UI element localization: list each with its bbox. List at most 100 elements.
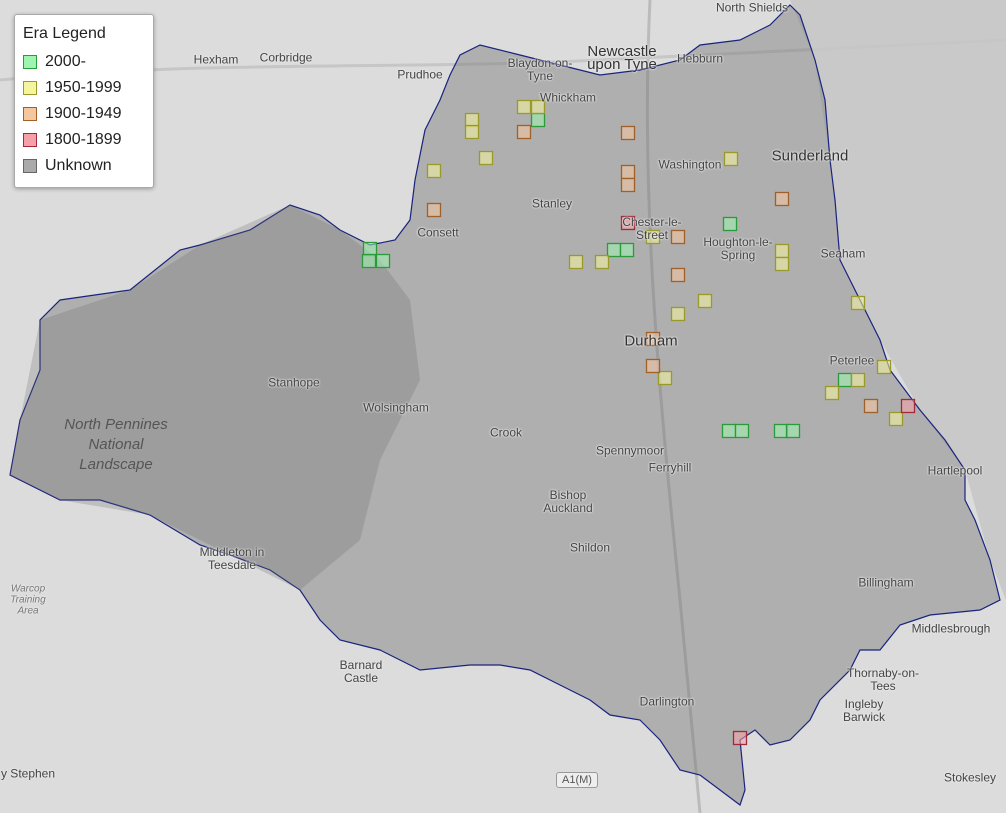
place-label: Hartlepool bbox=[927, 463, 983, 478]
building-marker[interactable] bbox=[850, 372, 866, 388]
legend-item: Unknown bbox=[23, 153, 145, 179]
building-marker[interactable] bbox=[645, 229, 661, 245]
building-marker[interactable] bbox=[645, 358, 661, 374]
place-label: y Stephen bbox=[0, 766, 56, 781]
building-marker[interactable] bbox=[516, 99, 532, 115]
legend-label: 1950-1999 bbox=[45, 79, 122, 96]
legend-swatch bbox=[23, 107, 37, 121]
building-marker[interactable] bbox=[837, 372, 853, 388]
building-marker[interactable] bbox=[645, 331, 661, 347]
building-marker[interactable] bbox=[876, 359, 892, 375]
place-label: Middlesbrough bbox=[911, 621, 991, 636]
building-marker[interactable] bbox=[722, 216, 738, 232]
building-marker[interactable] bbox=[568, 254, 584, 270]
building-marker[interactable] bbox=[619, 242, 635, 258]
legend-swatch bbox=[23, 159, 37, 173]
legend-item: 1950-1999 bbox=[23, 75, 145, 101]
building-marker[interactable] bbox=[850, 295, 866, 311]
building-marker[interactable] bbox=[594, 254, 610, 270]
place-label: Newcastle upon Tyne bbox=[587, 43, 657, 73]
building-marker[interactable] bbox=[620, 125, 636, 141]
building-marker[interactable] bbox=[697, 293, 713, 309]
building-marker[interactable] bbox=[464, 112, 480, 128]
building-marker[interactable] bbox=[863, 398, 879, 414]
road bbox=[645, 0, 702, 813]
place-label: Wolsingham bbox=[363, 400, 429, 415]
place-label: Shildon bbox=[569, 540, 611, 555]
building-marker[interactable] bbox=[362, 241, 378, 257]
road-shield-a1m: A1(M) bbox=[556, 772, 598, 788]
building-marker[interactable] bbox=[657, 370, 673, 386]
legend-label: 1800-1899 bbox=[45, 131, 122, 148]
building-marker[interactable] bbox=[732, 730, 748, 746]
legend-label: Unknown bbox=[45, 157, 112, 174]
legend-swatch bbox=[23, 81, 37, 95]
building-marker[interactable] bbox=[478, 150, 494, 166]
place-label: Durham bbox=[624, 332, 678, 350]
place-label: Ingleby Barwick bbox=[842, 697, 885, 724]
place-label: Barnard Castle bbox=[339, 658, 383, 685]
building-marker[interactable] bbox=[620, 177, 636, 193]
legend-title: Era Legend bbox=[23, 25, 106, 42]
place-label: Hexham bbox=[193, 52, 239, 67]
building-marker[interactable] bbox=[774, 191, 790, 207]
place-label: Crook bbox=[489, 425, 523, 440]
building-marker[interactable] bbox=[606, 242, 622, 258]
place-label: Stanley bbox=[531, 196, 573, 211]
legend-swatch bbox=[23, 133, 37, 147]
building-marker[interactable] bbox=[620, 164, 636, 180]
building-marker[interactable] bbox=[516, 124, 532, 140]
county-durham-region[interactable] bbox=[9, 4, 1001, 806]
building-marker[interactable] bbox=[670, 267, 686, 283]
place-label: Sunderland bbox=[771, 147, 849, 165]
building-marker[interactable] bbox=[361, 253, 377, 269]
place-label: Stanhope bbox=[268, 375, 320, 390]
place-label: Stokesley bbox=[943, 770, 997, 785]
building-marker[interactable] bbox=[464, 124, 480, 140]
place-label: Warcop Training Area bbox=[10, 583, 46, 617]
building-marker[interactable] bbox=[773, 423, 789, 439]
building-marker[interactable] bbox=[734, 423, 750, 439]
place-label: Middleton in Teesdale bbox=[199, 545, 265, 572]
legend-item: 2000- bbox=[23, 49, 145, 75]
legend-label: 2000- bbox=[45, 53, 86, 70]
building-marker[interactable] bbox=[530, 99, 546, 115]
legend-item: 1800-1899 bbox=[23, 127, 145, 153]
building-marker[interactable] bbox=[620, 215, 636, 231]
place-label: Prudhoe bbox=[397, 67, 443, 82]
place-label: Hebburn bbox=[676, 51, 724, 66]
building-marker[interactable] bbox=[774, 256, 790, 272]
building-marker[interactable] bbox=[426, 163, 442, 179]
building-marker[interactable] bbox=[670, 306, 686, 322]
place-label: Washington bbox=[658, 157, 722, 172]
legend-item: 1900-1949 bbox=[23, 101, 145, 127]
place-label: Whickham bbox=[539, 90, 597, 105]
building-marker[interactable] bbox=[670, 229, 686, 245]
building-marker[interactable] bbox=[721, 423, 737, 439]
place-label: Corbridge bbox=[259, 50, 313, 65]
place-label: Darlington bbox=[639, 694, 695, 709]
place-label: Chester-le-Street bbox=[622, 215, 682, 242]
place-label: Consett bbox=[417, 225, 459, 240]
place-label: Thornaby-on-Tees bbox=[846, 666, 920, 693]
place-label: Spennymoor bbox=[595, 443, 665, 458]
building-marker[interactable] bbox=[530, 112, 546, 128]
building-marker[interactable] bbox=[375, 253, 391, 269]
era-legend: Era Legend 2000- 1950-1999 1900-1949 1800-1… bbox=[14, 14, 154, 188]
place-label: Peterlee bbox=[829, 353, 875, 368]
building-marker[interactable] bbox=[785, 423, 801, 439]
building-marker[interactable] bbox=[426, 202, 442, 218]
building-marker[interactable] bbox=[723, 151, 739, 167]
legend-swatch bbox=[23, 55, 37, 69]
place-label: Bishop Auckland bbox=[543, 488, 593, 515]
building-marker[interactable] bbox=[824, 385, 840, 401]
place-label: Blaydon-on-Tyne bbox=[507, 56, 573, 83]
legend-label: 1900-1949 bbox=[45, 105, 122, 122]
building-marker[interactable] bbox=[888, 411, 904, 427]
place-label: Ferryhill bbox=[648, 460, 692, 475]
place-label: North Shields bbox=[715, 0, 789, 15]
national-park-label: North Pennines National Landscape bbox=[64, 416, 168, 473]
building-marker[interactable] bbox=[900, 398, 916, 414]
place-label: Houghton-le-Spring bbox=[703, 235, 773, 262]
